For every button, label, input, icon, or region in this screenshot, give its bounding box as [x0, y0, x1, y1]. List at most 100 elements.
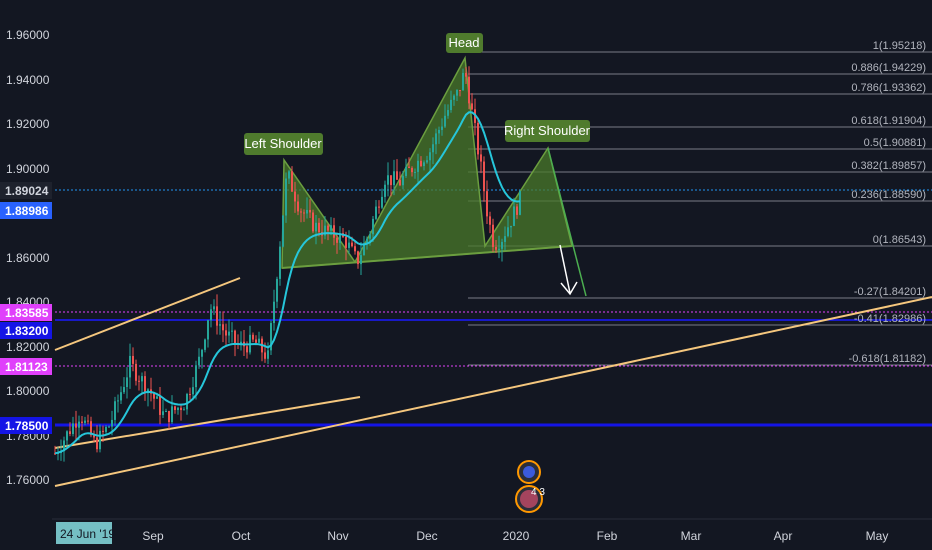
candle-body	[66, 431, 68, 441]
candle-body	[171, 406, 173, 423]
annotation-label: Head	[448, 35, 479, 50]
price-tag	[0, 417, 52, 434]
candle-body	[105, 426, 107, 432]
candle-body	[393, 171, 395, 186]
price-tag	[0, 358, 52, 375]
cursor-date-label: 24 Jun '19	[60, 527, 115, 541]
candle-body	[132, 355, 134, 364]
candle-body	[348, 242, 350, 248]
candle-body	[198, 356, 200, 366]
candle-body	[450, 99, 452, 111]
fib-label: 0.5(1.90881)	[864, 137, 926, 149]
y-tick-label: 1.96000	[6, 28, 50, 42]
channel-lower-line	[54, 396, 361, 449]
candle-body	[465, 72, 467, 77]
price-tag-label: 1.88986	[5, 204, 49, 218]
y-tick-label: 1.92000	[6, 117, 50, 131]
candle-body	[408, 166, 410, 168]
fib-label: 0.786(1.93362)	[851, 82, 926, 94]
candle-body	[288, 171, 290, 179]
candle-body	[492, 224, 494, 247]
candle-body	[129, 355, 131, 378]
candle-body	[135, 363, 137, 381]
candle-body	[234, 330, 236, 344]
cursor-date-tag	[56, 522, 112, 544]
candle-body	[279, 246, 281, 279]
candle-body	[192, 387, 194, 395]
neckline	[281, 245, 573, 269]
candle-body	[90, 421, 92, 436]
candle-body	[339, 233, 341, 243]
x-tick-label: Sep	[142, 529, 164, 543]
candle-body	[384, 184, 386, 197]
candle-body	[159, 396, 161, 415]
candle-body	[312, 212, 314, 232]
candle-body	[87, 420, 89, 422]
candle-body	[441, 126, 443, 130]
fib-label: 0.236(1.88590)	[851, 189, 926, 201]
event-badges[interactable]: 4 3	[515, 460, 545, 513]
long-trend-line	[54, 296, 932, 487]
annotation-right-shoulder: Right Shoulder	[504, 120, 591, 142]
candle-body	[483, 161, 485, 192]
fib-label: 0.382(1.89857)	[851, 160, 926, 172]
candle-body	[84, 420, 86, 423]
annotation-label: Right Shoulder	[504, 123, 591, 138]
fib-label: 0.886(1.94229)	[851, 62, 926, 74]
candle-body	[387, 175, 389, 185]
candle-body	[438, 129, 440, 134]
candle-body	[144, 376, 146, 394]
candle-body	[354, 246, 356, 252]
candle-body	[318, 222, 320, 233]
price-tag	[0, 202, 52, 219]
candle-body	[378, 206, 380, 208]
candle-body	[369, 234, 371, 239]
candle-body	[327, 225, 329, 231]
candle-body	[291, 171, 293, 192]
horizontal-levels	[55, 189, 932, 427]
candle-body	[99, 430, 101, 450]
candle-body	[456, 89, 458, 96]
candle-body	[414, 171, 416, 173]
candle-body	[225, 330, 227, 336]
candle-body	[447, 110, 449, 116]
candle-body	[375, 206, 377, 219]
candle-body	[507, 227, 509, 237]
candle-body	[93, 435, 95, 438]
candle-body	[141, 376, 143, 382]
y-tick-label: 1.82000	[6, 340, 50, 354]
candle-body	[516, 206, 518, 215]
candle-body	[270, 323, 272, 351]
candle-body	[315, 222, 317, 232]
candle-body	[180, 407, 182, 411]
candle-body	[402, 175, 404, 186]
candle-body	[477, 122, 479, 155]
candle-body	[366, 238, 368, 244]
y-tick-label: 1.80000	[6, 384, 50, 398]
fib-label: 0(1.86543)	[873, 234, 926, 246]
candle-body	[189, 393, 191, 395]
trend-lines	[54, 277, 932, 487]
candle-body	[453, 95, 455, 100]
candle-body	[276, 278, 278, 302]
x-tick-label: Apr	[774, 529, 793, 543]
event-badge-count: 4 3	[531, 487, 545, 498]
candle-body	[216, 306, 218, 326]
candle-body	[267, 350, 269, 359]
fib-label: 0.618(1.91904)	[851, 115, 926, 127]
candle-body	[123, 387, 125, 393]
candle-body	[417, 160, 419, 172]
candle-body	[420, 160, 422, 167]
candle-body	[333, 225, 335, 238]
candle-body	[231, 330, 233, 332]
x-tick-label: Nov	[327, 529, 348, 543]
candle-body	[201, 349, 203, 357]
candle-body	[111, 419, 113, 427]
candle-body	[372, 218, 374, 235]
candle-body	[411, 167, 413, 173]
candle-body	[330, 225, 332, 231]
candle-body	[114, 401, 116, 420]
annotation-left-shoulder: Left Shoulder	[244, 133, 323, 155]
candle-body	[126, 377, 128, 388]
